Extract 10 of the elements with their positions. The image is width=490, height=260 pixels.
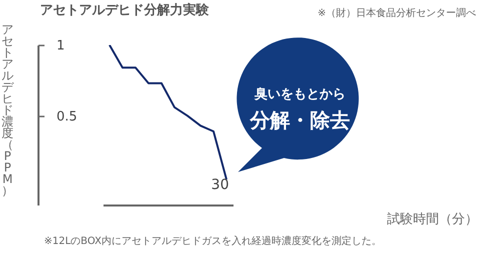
text: アセトアルデヒド濃度（PPM） xyxy=(2,22,14,198)
chart-title: アセトアルデヒド分解力実験 xyxy=(40,2,210,18)
text: 臭いをもとから xyxy=(254,87,346,102)
y-tick-label: 1 xyxy=(56,38,65,54)
text: 試験時間（分） xyxy=(387,211,478,228)
y-tick-label: 0.5 xyxy=(56,109,78,124)
text: ※（財）日本食品分析センター調べ xyxy=(318,6,476,20)
annotation: 30 xyxy=(211,177,229,193)
text: ※12LのBOX内にアセトアルデヒドガスを入れ経過時濃度変化を測定した。 xyxy=(44,234,382,248)
text: 分解・除去 xyxy=(249,108,350,132)
